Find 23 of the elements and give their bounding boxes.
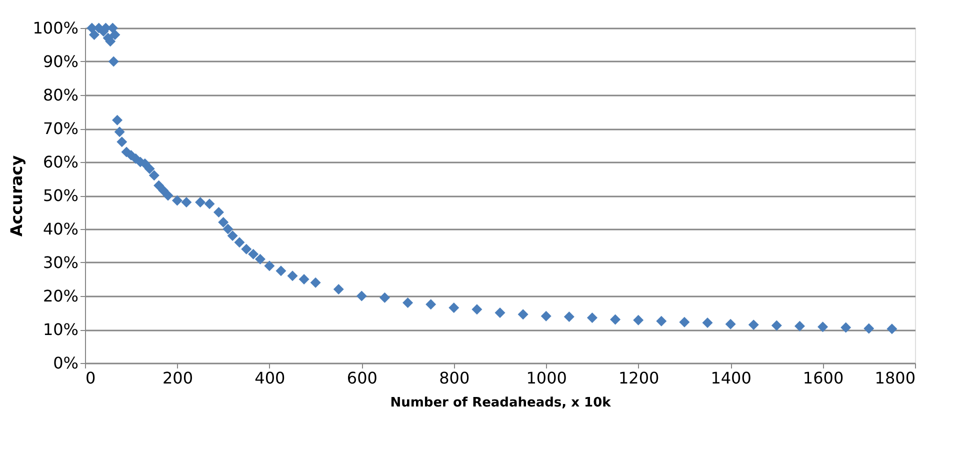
x-tick-label: 200 <box>162 368 193 388</box>
y-tick-label: 10% <box>42 320 78 339</box>
x-tick-label: 1000 <box>526 368 567 388</box>
y-tick-label: 90% <box>42 52 78 71</box>
x-tick-label: 800 <box>439 368 470 388</box>
y-tick-label: 40% <box>42 220 78 238</box>
y-tick-label: 30% <box>42 253 78 272</box>
x-tick-label: 1200 <box>618 368 660 388</box>
x-tick-label: 1600 <box>802 368 844 388</box>
y-tick-label: 0% <box>53 354 78 372</box>
y-tick-label: 20% <box>42 286 78 306</box>
y-axis-title: Accuracy <box>6 154 26 237</box>
y-tick-label: 70% <box>42 119 78 138</box>
y-tick-label: 60% <box>42 152 78 172</box>
x-tick-label: 1800 <box>874 368 916 388</box>
y-tick-label: 50% <box>42 186 78 205</box>
y-tick-label: 80% <box>42 86 78 104</box>
x-axis-title: Number of Readaheads, x 10k <box>390 396 612 410</box>
x-tick-label: 400 <box>254 368 286 388</box>
x-tick-label: 1400 <box>710 368 752 388</box>
x-tick-label: 600 <box>346 368 378 388</box>
x-tick-label: 0 <box>86 368 96 388</box>
y-tick-label: 100% <box>32 18 78 38</box>
